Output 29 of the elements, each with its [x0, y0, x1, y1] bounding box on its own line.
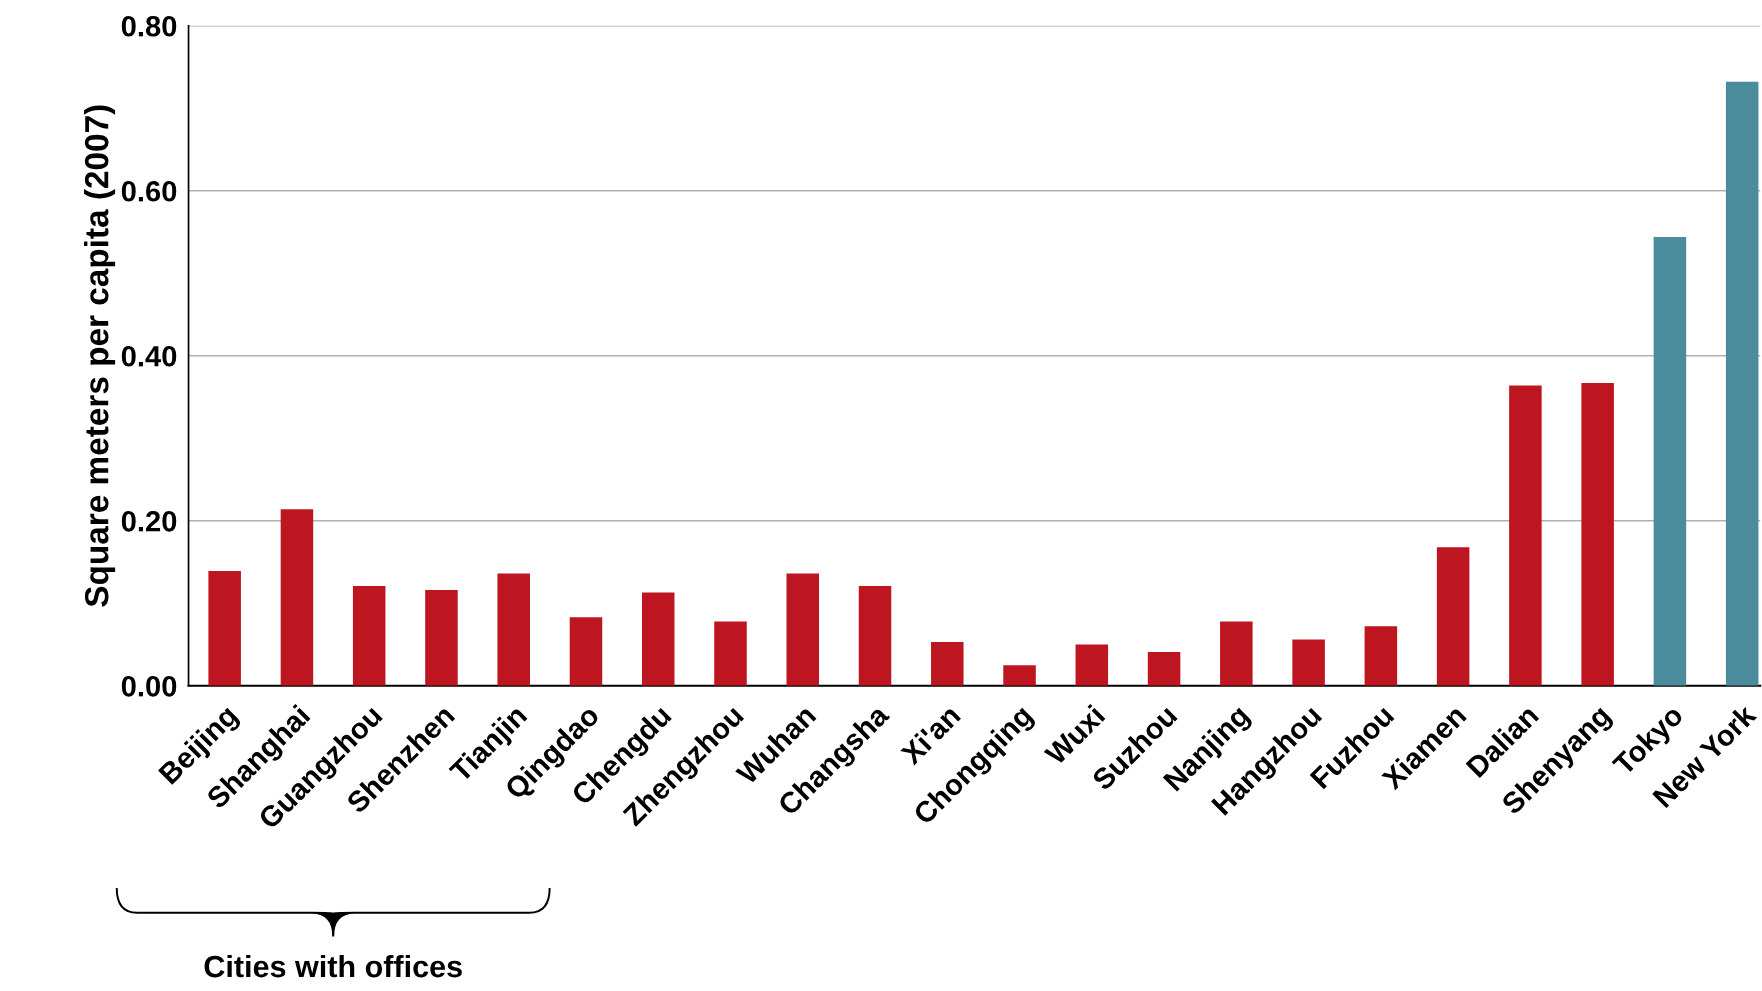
bar — [569, 617, 603, 686]
bar — [1292, 639, 1325, 686]
bar — [280, 509, 314, 686]
y-tick-label: 0.60 — [121, 180, 177, 202]
bar — [931, 642, 964, 686]
bar — [641, 592, 675, 686]
y-tick-label: 0.20 — [121, 510, 177, 532]
bar — [1509, 385, 1542, 686]
bar — [1653, 236, 1687, 686]
bar — [714, 621, 747, 686]
y-axis-title: Square meters per capita (2007) — [84, 105, 116, 607]
bar — [1147, 651, 1181, 686]
y-tick-label: 0.80 — [121, 15, 177, 37]
bar — [786, 573, 820, 686]
bar — [1436, 547, 1470, 686]
bar — [1003, 665, 1036, 686]
text: Cities with offices — [204, 954, 462, 978]
bar — [1075, 644, 1109, 686]
bar — [1220, 621, 1253, 686]
bar — [208, 571, 241, 686]
bar — [1364, 626, 1398, 686]
y-tick-label: 0.40 — [121, 345, 177, 367]
bar — [497, 573, 530, 686]
bar — [352, 585, 386, 686]
bar — [1581, 382, 1614, 686]
bar — [1725, 81, 1759, 686]
y-tick-label: 0.00 — [121, 675, 177, 697]
bar — [425, 590, 458, 686]
bar — [858, 585, 892, 686]
